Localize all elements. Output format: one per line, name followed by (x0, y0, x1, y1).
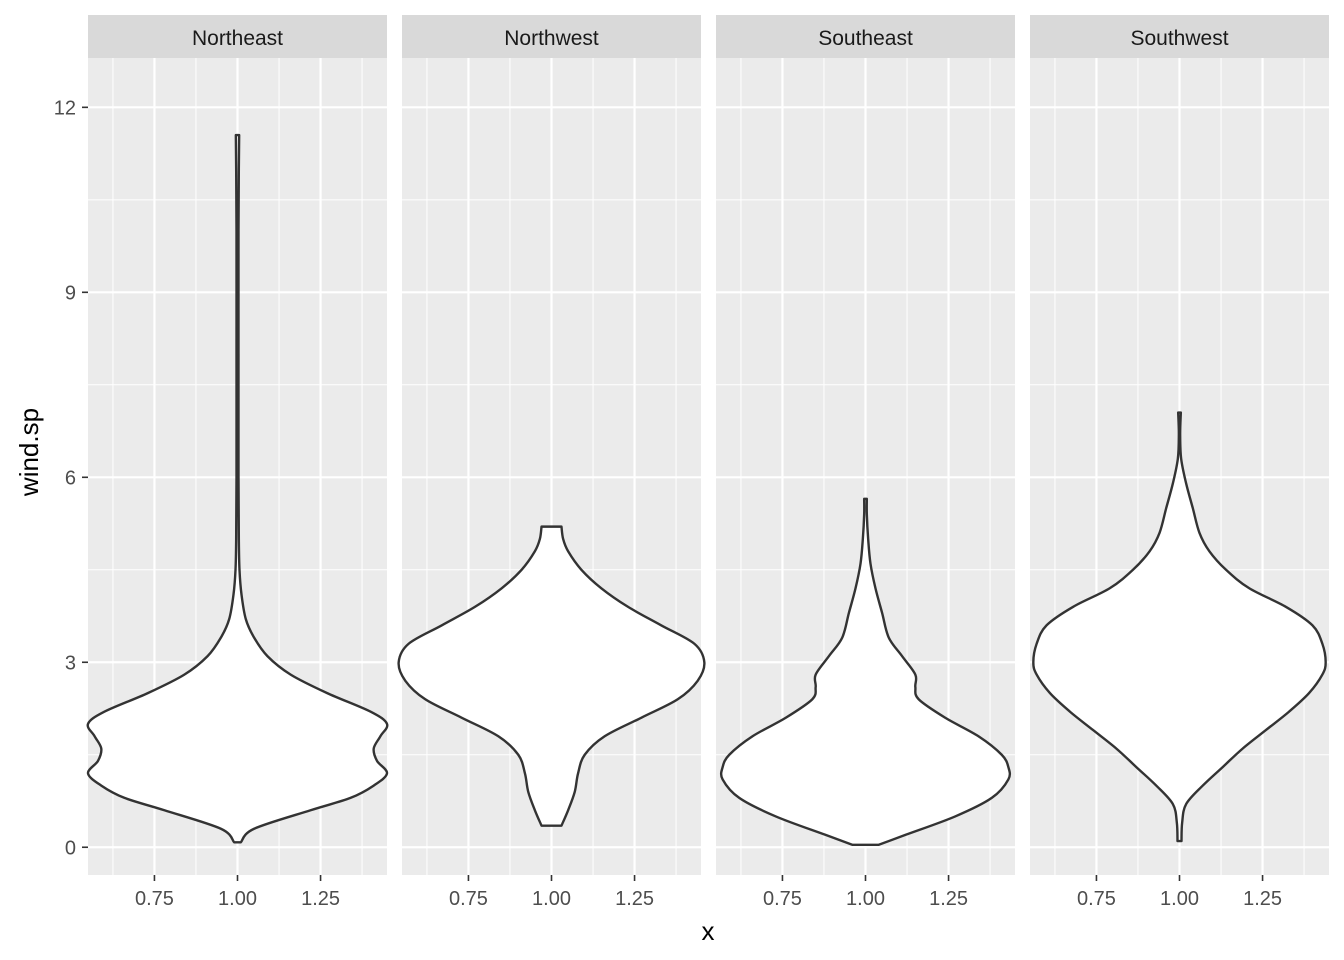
x-tick-label: 0.75 (135, 888, 174, 910)
y-tick-label: 0 (65, 837, 76, 859)
facet-strip (716, 15, 1015, 58)
facet-strip (1030, 15, 1329, 58)
x-tick-label: 0.75 (763, 888, 802, 910)
violin-northeast (86, 133, 389, 844)
y-tick-label: 6 (65, 467, 76, 489)
x-tick-label: 0.75 (449, 888, 488, 910)
facet-strip-label: Southwest (1130, 27, 1228, 50)
x-tick-label: 1.25 (1243, 888, 1282, 910)
x-tick-label: 1.25 (615, 888, 654, 910)
x-tick-label: 1.00 (846, 888, 885, 910)
y-axis-title: wind.sp (14, 408, 44, 497)
facet-strip-label: Southeast (818, 27, 913, 50)
x-tick-label: 1.00 (532, 888, 571, 910)
y-tick-label: 12 (54, 97, 76, 119)
violin-southwest (1032, 411, 1327, 843)
violin-southeast (719, 497, 1012, 846)
x-tick-label: 0.75 (1077, 888, 1116, 910)
facet-strip-label: Northeast (192, 27, 283, 50)
x-tick-label: 1.00 (218, 888, 257, 910)
violin-northwest (397, 525, 706, 827)
facet-panel-southwest: Southwest 0.75 1.00 1.25 (1030, 15, 1329, 910)
facet-strip-label: Northwest (504, 27, 599, 50)
facet-panels: Northeast 0.75 1.00 1.25 Northwest 0.75 1.00 1.… (86, 15, 1329, 910)
y-tick-label: 3 (65, 652, 76, 674)
x-tick-label: 1.25 (301, 888, 340, 910)
facet-strip (402, 15, 701, 58)
x-tick-label: 1.25 (929, 888, 968, 910)
facet-panel-southeast: Southeast 0.75 1.00 1.25 (716, 15, 1015, 910)
facet-panel-northwest: Northwest 0.75 1.00 1.25 (397, 15, 706, 910)
x-axis-title: x (702, 916, 715, 946)
y-tick-label: 9 (65, 282, 76, 304)
x-tick-label: 1.00 (1160, 888, 1199, 910)
y-axis: 0 3 6 9 12 (54, 97, 88, 859)
facet-panel-northeast: Northeast 0.75 1.00 1.25 (86, 15, 389, 910)
facet-strip (88, 15, 387, 58)
